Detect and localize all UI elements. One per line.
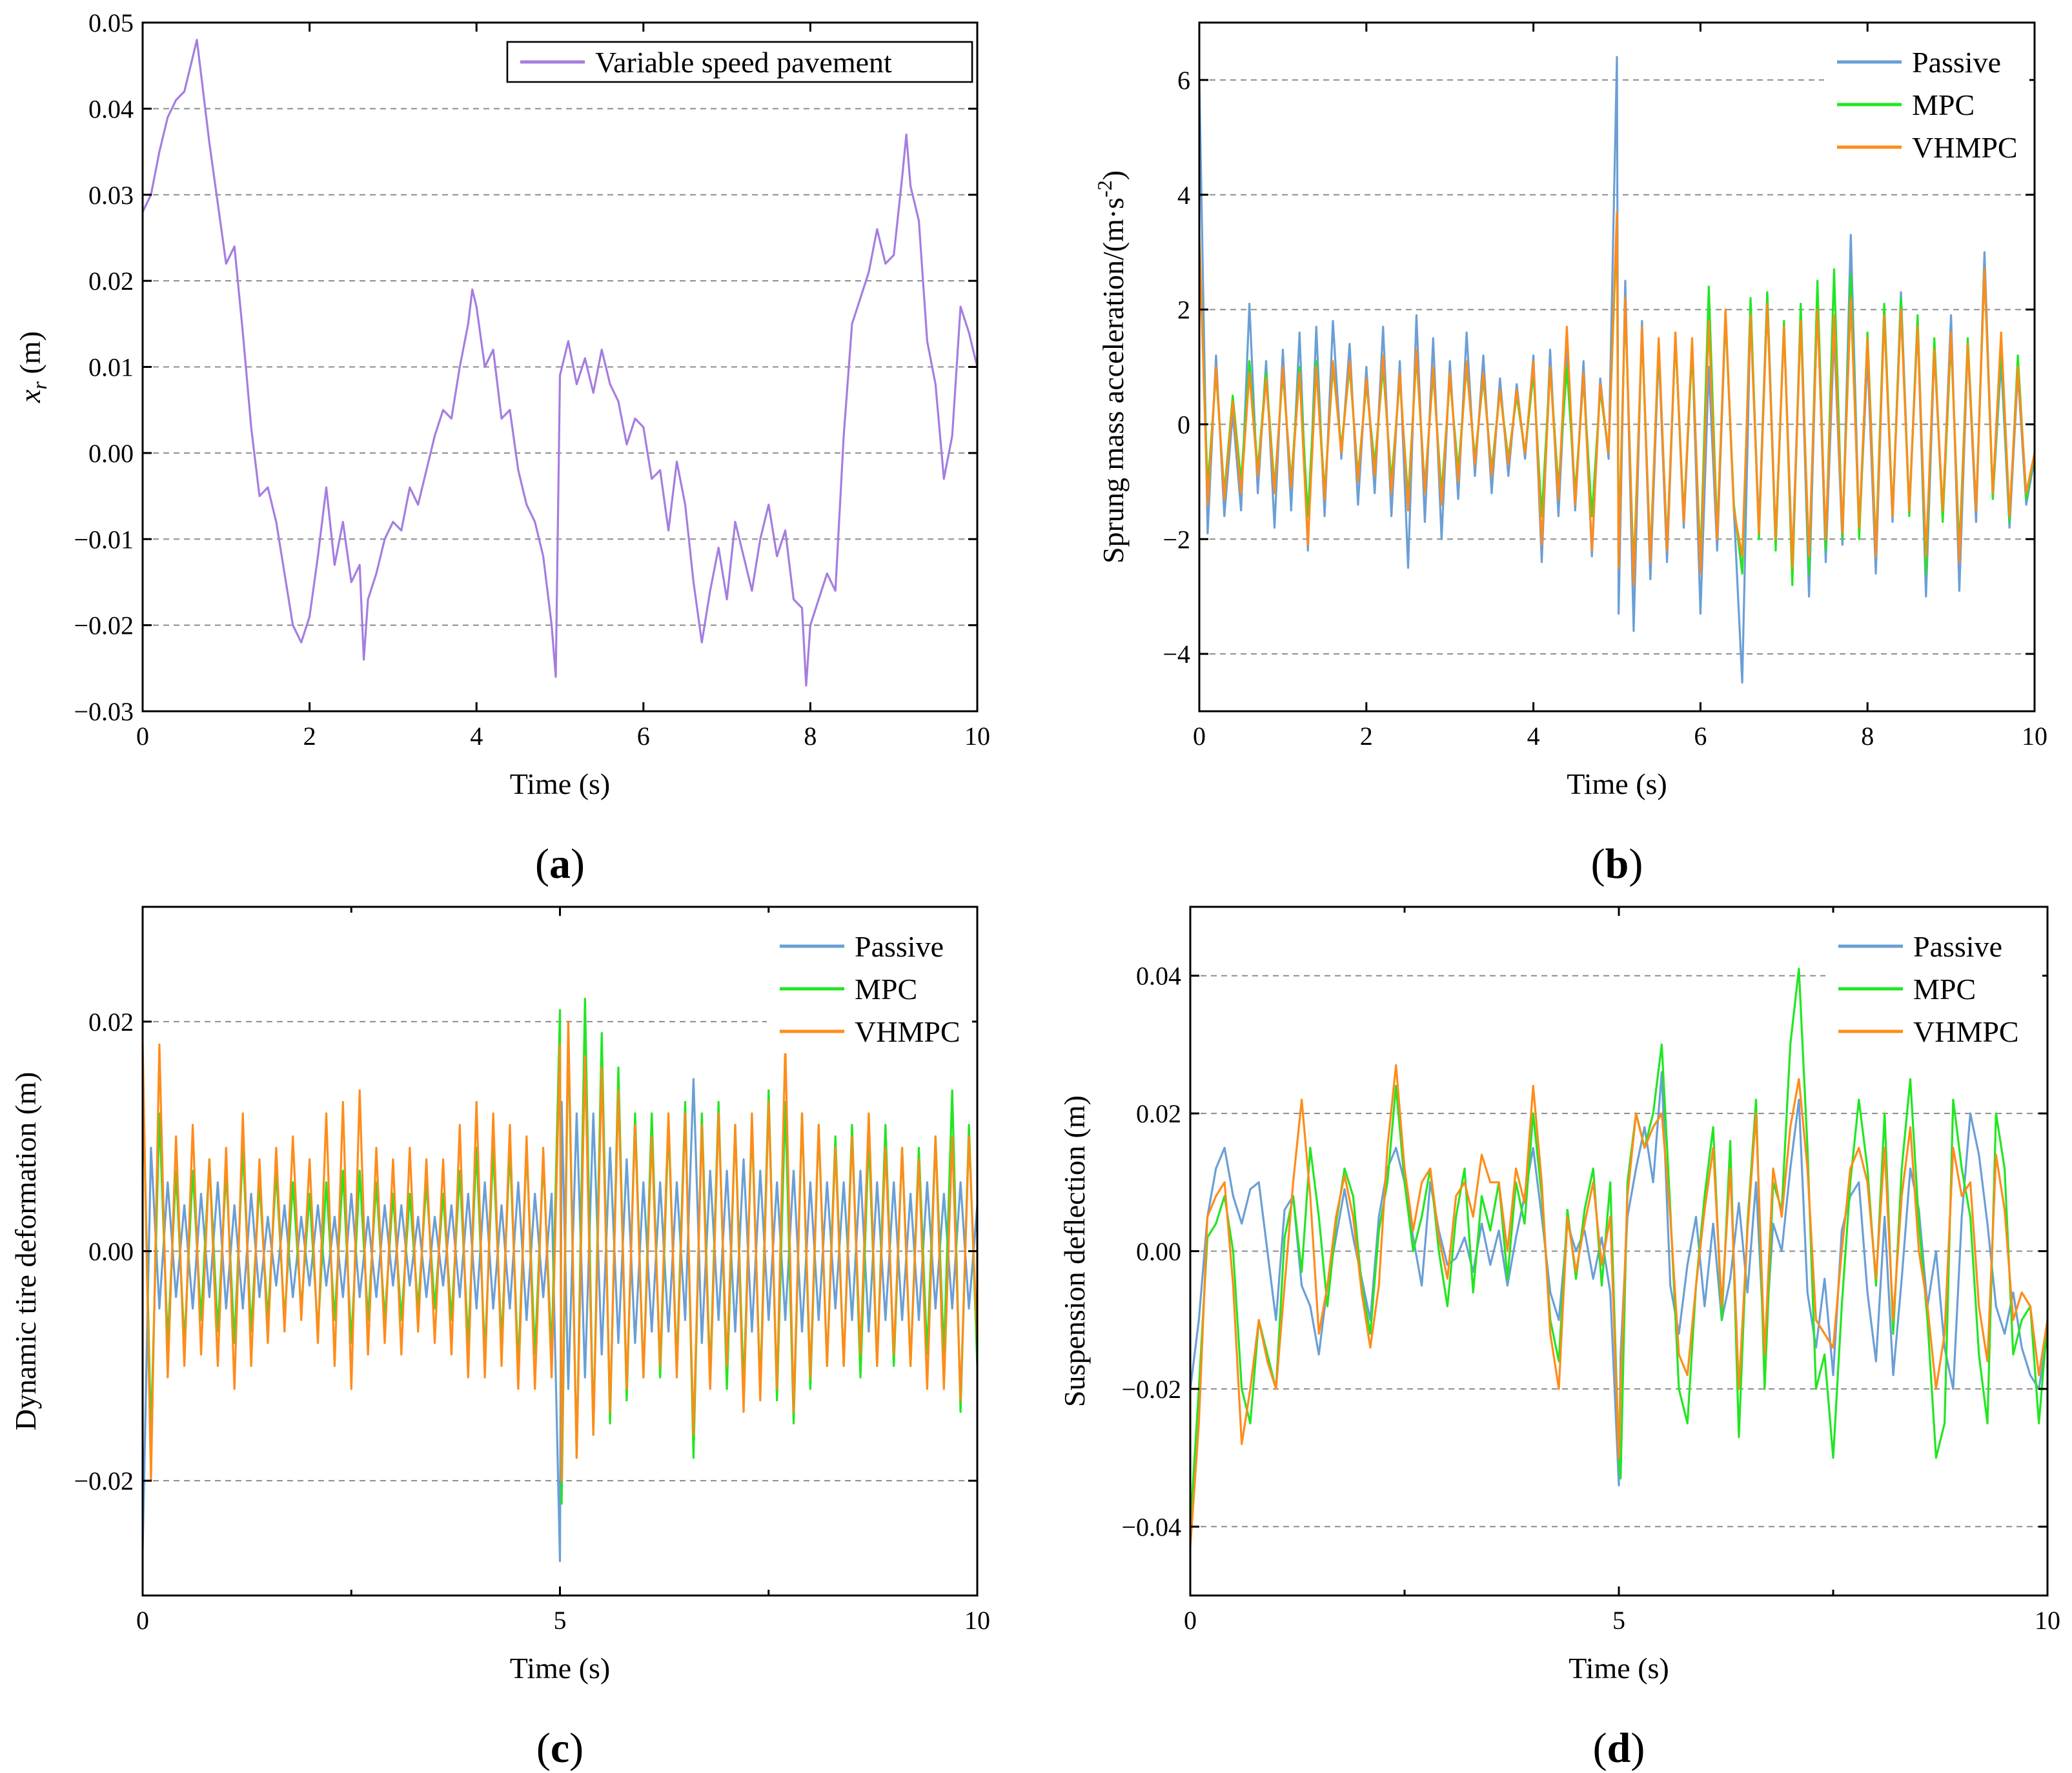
x-tick-label: 8 — [1861, 722, 1874, 751]
y-tick-label: −0.02 — [74, 1466, 134, 1495]
series-line-vhmpc — [1199, 210, 2035, 587]
x-tick-label: 0 — [136, 1606, 149, 1635]
y-tick-label: −0.01 — [74, 525, 134, 554]
y-axis-label: xr (m) — [14, 331, 51, 403]
panel-d: 0 5 10 −0.04 −0.02 0.00 0.02 0.04 Time (s) Suspen… — [1058, 906, 2060, 1772]
legend-label: Passive — [1913, 930, 2002, 963]
series-line-vhmpc — [143, 1020, 977, 1482]
y-axis-label: Suspension deflection (m) — [1058, 1095, 1091, 1407]
x-tick-label: 10 — [2022, 722, 2047, 751]
y-tick-label: 0.00 — [1136, 1237, 1181, 1266]
x-tick-label: 0 — [136, 722, 149, 751]
x-tick-label: 6 — [637, 722, 650, 751]
x-tick-label: 0 — [1193, 722, 1206, 751]
legend-label: MPC — [1913, 973, 1976, 1006]
panel-label: (b) — [1591, 840, 1643, 887]
x-tick-label: 5 — [554, 1606, 567, 1635]
y-tick-label: 0.02 — [1136, 1099, 1181, 1128]
y-tick-label: 0.00 — [88, 1237, 134, 1266]
x-tick-label: 10 — [964, 722, 990, 751]
panel-label: (a) — [535, 840, 585, 887]
y-tick-label: 2 — [1177, 296, 1190, 325]
y-tick-label: −0.04 — [1121, 1512, 1181, 1541]
panel-c: 0 5 10 −0.02 0.00 0.02 Time (s) Dynamic tire de… — [9, 906, 990, 1772]
y-label-superscript: -2 — [1093, 180, 1116, 198]
legend-label: VHMPC — [1912, 131, 2018, 164]
x-tick-label: 8 — [804, 722, 817, 751]
y-axis-label: Sprung mass acceleration/(m·s-2) — [1093, 170, 1130, 563]
y-tick-label: −2 — [1163, 525, 1190, 554]
series-line-variable-speed-pavement — [143, 39, 977, 687]
x-axis-label: Time (s) — [510, 1652, 611, 1685]
panel-label: (d) — [1593, 1725, 1645, 1772]
x-axis-label: Time (s) — [510, 767, 611, 800]
y-tick-label: 0.01 — [88, 353, 134, 382]
y-tick-label: 0.05 — [88, 8, 134, 37]
y-label-close: ) — [1097, 170, 1130, 180]
y-tick-label: 4 — [1177, 181, 1190, 210]
x-tick-label: 10 — [2035, 1606, 2060, 1635]
y-tick-label: −0.03 — [74, 697, 134, 726]
y-label-unit: (m) — [14, 331, 46, 381]
legend: Passive MPC VHMPC — [1824, 41, 2029, 169]
y-tick-label: 0.04 — [88, 94, 134, 123]
y-label-text: Sprung mass acceleration/(m·s — [1097, 198, 1130, 563]
x-tick-label: 10 — [964, 1606, 990, 1635]
x-axis-label: Time (s) — [1567, 767, 1667, 800]
panel-letter: d — [1607, 1725, 1631, 1772]
x-tick-label: 2 — [1360, 722, 1373, 751]
y-tick-label: 6 — [1177, 66, 1190, 95]
y-tick-label: 0.00 — [88, 439, 134, 468]
panel-b: 0 2 4 6 8 10 −4 −2 0 2 4 6 Time (s) Sprung mass accel… — [1093, 21, 2047, 887]
legend-border — [506, 41, 973, 83]
panel-letter: b — [1605, 840, 1629, 887]
plot-frame — [1198, 21, 2036, 713]
x-axis-label: Time (s) — [1569, 1652, 1669, 1685]
legend-label: MPC — [1912, 88, 1975, 121]
x-tick-label: 6 — [1694, 722, 1707, 751]
legend-label: VHMPC — [855, 1015, 960, 1048]
legend-label: Passive — [855, 930, 944, 963]
panel-a: 0 2 4 6 8 10 −0.03 −0.02 −0.01 0.00 0.01 0.02 0.03 0.… — [14, 8, 990, 887]
panel-letter: c — [551, 1725, 569, 1772]
panel-letter: a — [549, 840, 571, 887]
legend-label: MPC — [855, 973, 917, 1006]
y-tick-label: 0 — [1177, 410, 1190, 439]
panel-label: (c) — [536, 1725, 584, 1772]
y-tick-label: −0.02 — [1121, 1375, 1181, 1404]
legend: Variable speed pavement — [506, 41, 973, 84]
legend-label: VHMPC — [1913, 1015, 2019, 1048]
y-tick-label: 0.02 — [88, 1008, 134, 1037]
y-label-subscript: r — [28, 381, 51, 389]
series-line-vhmpc — [1190, 1064, 2047, 1548]
x-tick-label: 2 — [303, 722, 316, 751]
y-tick-label: 0.03 — [88, 181, 134, 210]
series-line-mpc — [1190, 968, 2047, 1528]
y-tick-label: −0.02 — [74, 611, 134, 640]
legend: Passive MPC VHMPC — [767, 926, 972, 1053]
legend: Passive MPC VHMPC — [1825, 926, 2042, 1053]
y-tick-label: −4 — [1163, 640, 1190, 669]
y-tick-label: 0.04 — [1136, 962, 1181, 991]
x-tick-label: 4 — [470, 722, 483, 751]
x-tick-label: 0 — [1184, 1606, 1197, 1635]
y-tick-label: 0.02 — [88, 267, 134, 296]
y-label-symbol: x — [14, 389, 46, 403]
legend-label: Variable speed pavement — [595, 46, 892, 79]
x-tick-label: 4 — [1527, 722, 1540, 751]
y-axis-label: Dynamic tire deformation (m) — [9, 1072, 42, 1431]
legend-label: Passive — [1912, 46, 2001, 79]
x-tick-label: 5 — [1612, 1606, 1625, 1635]
